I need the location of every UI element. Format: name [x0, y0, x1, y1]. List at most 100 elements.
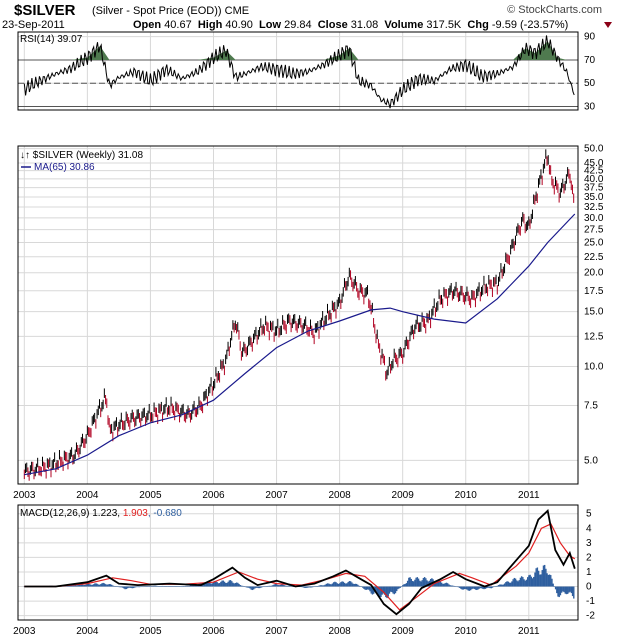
macd-histogram-bar: [508, 582, 511, 587]
macd-histogram-bar: [389, 586, 392, 592]
macd-histogram-bar: [530, 576, 533, 587]
macd-histogram-bar: [379, 586, 381, 598]
macd-histogram-bar: [511, 581, 513, 587]
macd-histogram-bar: [160, 585, 163, 587]
macd-histogram-bar: [526, 577, 529, 587]
macd-histogram-bar: [113, 585, 115, 587]
price-y-tick: 50.0: [584, 144, 604, 155]
price-y-tick: 27.5: [584, 225, 604, 236]
macd-histogram-bar: [477, 586, 479, 590]
macd-histogram-bar: [536, 567, 539, 587]
macd-histogram-bar: [222, 580, 224, 587]
macd-histogram-bar: [466, 586, 468, 590]
macd-histogram-bar: [559, 586, 562, 596]
macd-histogram-bar: [258, 586, 261, 589]
ohlc-summary: Open 40.67 High 40.90 Low 29.84 Close 31…: [133, 19, 568, 31]
macd-histogram-bar: [393, 586, 395, 595]
macd-histogram-bar: [529, 574, 531, 587]
macd-histogram-bar: [187, 585, 189, 587]
macd-x-tick: 2008: [328, 626, 351, 637]
macd-histogram-bar: [423, 577, 426, 587]
macd-histogram-bar: [97, 584, 100, 587]
macd-histogram-bar: [89, 584, 91, 587]
macd-histogram-bar: [84, 584, 86, 587]
macd-histogram-bar: [454, 586, 456, 587]
macd-histogram-bar: [551, 578, 553, 587]
macd-histogram-bar: [506, 581, 508, 587]
macd-histogram-bar: [406, 580, 409, 587]
macd-histogram-bar: [188, 585, 191, 587]
open-value: 40.67: [164, 19, 192, 31]
macd-signal-line: [24, 523, 576, 611]
macd-histogram-bar: [311, 586, 313, 588]
macd-histogram-bar: [131, 586, 134, 589]
macd-histogram-bar: [377, 586, 380, 597]
macd-histogram-bar: [343, 582, 346, 587]
macd-histogram-bar: [250, 586, 252, 590]
macd-histogram-bar: [383, 586, 386, 595]
macd-histogram-bar: [85, 584, 87, 587]
macd-histogram-bar: [69, 585, 72, 587]
macd-histogram-bar: [325, 583, 328, 587]
macd-histogram-bar: [166, 586, 169, 587]
macd-histogram-bar: [220, 581, 222, 587]
macd-histogram-bar: [531, 578, 534, 587]
price-y-tick: 25.0: [584, 238, 604, 249]
macd-histogram-bar: [169, 586, 171, 587]
macd-histogram-bar: [410, 578, 412, 587]
macd-histogram-bar: [336, 583, 338, 587]
symbol-description: (Silver - Spot Price (EOD)) CME: [92, 5, 249, 17]
price-y-tick: 20.0: [584, 268, 604, 279]
macd-histogram-bar: [255, 586, 257, 588]
macd-histogram-bar: [153, 585, 155, 587]
macd-y-tick: 0: [586, 582, 592, 593]
macd-x-tick: 2010: [455, 626, 478, 637]
price-y-tick: 37.5: [584, 183, 604, 194]
macd-y-tick: 5: [586, 509, 592, 520]
macd-histogram-bar: [357, 584, 359, 587]
macd-histogram-bar: [83, 585, 85, 587]
macd-histogram-bar: [460, 586, 462, 589]
macd-x-tick: 2007: [265, 626, 288, 637]
macd-histogram-bar: [100, 584, 102, 587]
macd-histogram-bar: [268, 585, 271, 587]
macd-histogram-bar: [229, 580, 232, 587]
macd-histogram-bar: [174, 586, 176, 587]
rsi-overbought-fill: [71, 41, 567, 60]
price-x-axis: 2003 2004 2005 2006 2007 2008 2009 2010 2011: [13, 490, 540, 501]
macd-histogram-bar: [211, 583, 214, 587]
macd-histogram-bar: [499, 584, 501, 587]
macd-histogram-bar: [158, 586, 160, 587]
ma-line: [24, 213, 576, 476]
macd-histogram-bar: [215, 581, 217, 587]
macd-histogram-bar: [243, 586, 245, 587]
macd-histogram-bar: [516, 580, 518, 587]
macd-histogram-bar: [320, 585, 323, 587]
macd-histogram-bar: [440, 582, 443, 587]
brand-watermark[interactable]: © StockCharts.com: [507, 4, 602, 16]
macd-histogram-bar: [543, 564, 546, 587]
ma-legend: MA(65) 30.86: [34, 162, 95, 173]
macd-histogram-bar: [238, 583, 240, 587]
price-x-tick: 2010: [455, 490, 478, 501]
macd-histogram-bar: [164, 586, 166, 587]
macd-histogram-bar: [282, 584, 284, 587]
macd-histogram-bar: [242, 585, 244, 587]
macd-histogram-bar: [263, 586, 266, 588]
macd-histogram-bar: [163, 586, 165, 587]
macd-histogram-bar: [453, 585, 455, 587]
macd-histogram-bar: [421, 580, 423, 587]
macd-histogram-bar: [386, 586, 388, 599]
macd-histogram-bar: [352, 583, 354, 587]
macd-histogram-bar: [235, 582, 238, 587]
macd-histogram-bar: [257, 586, 260, 589]
macd-histogram-bar: [570, 586, 573, 594]
macd-histogram-bar: [539, 574, 541, 587]
macd-histogram-bar: [149, 585, 152, 587]
macd-histogram-bar: [465, 586, 467, 590]
macd-histogram-bar: [285, 585, 288, 587]
macd-histogram-bar: [141, 586, 143, 588]
price-y-tick: 35.0: [584, 192, 604, 203]
price-bars: [23, 149, 575, 481]
macd-histogram-bar: [147, 585, 149, 587]
